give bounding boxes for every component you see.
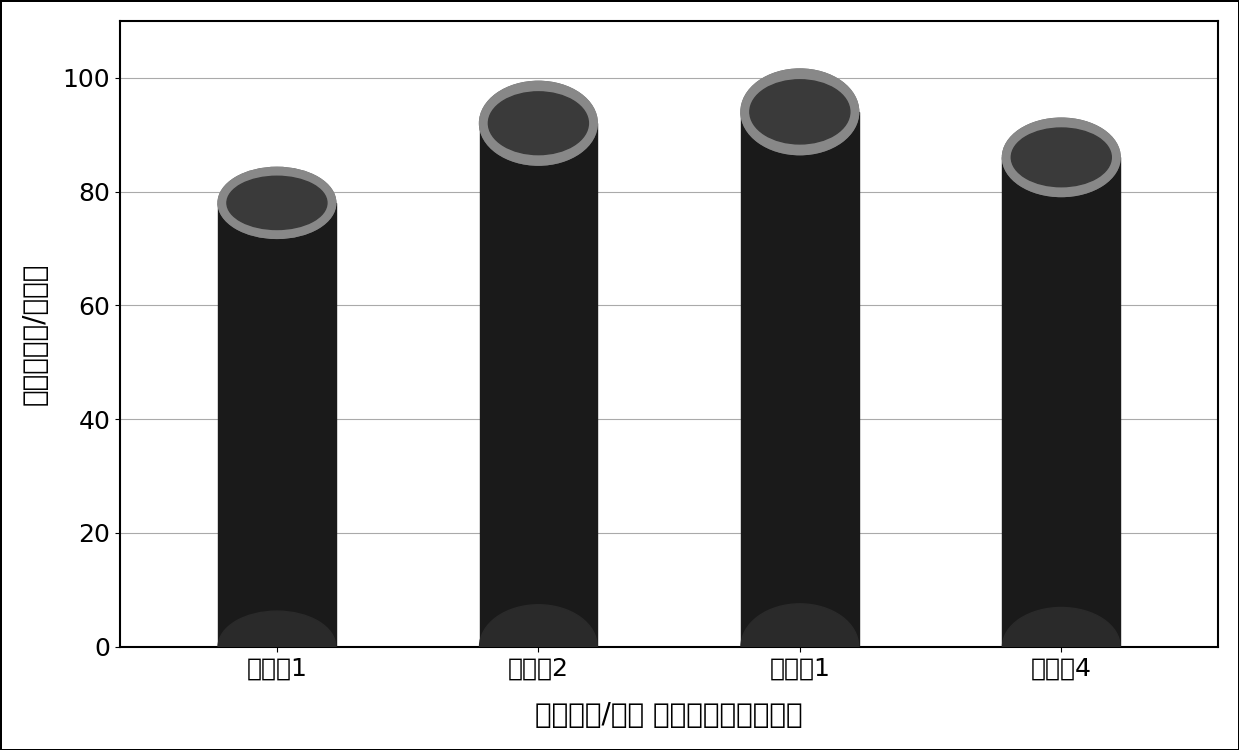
Ellipse shape [747, 78, 852, 146]
Ellipse shape [218, 167, 336, 238]
Ellipse shape [741, 69, 859, 154]
Ellipse shape [1009, 126, 1114, 189]
Bar [1002, 158, 1120, 646]
Ellipse shape [479, 81, 597, 165]
Ellipse shape [741, 604, 859, 689]
Bar [479, 123, 597, 646]
Ellipse shape [227, 176, 327, 230]
X-axis label: 电极电势/伏特 相对于饱和甘汞电极: 电极电势/伏特 相对于饱和甘汞电极 [535, 701, 803, 729]
Ellipse shape [224, 175, 330, 231]
Ellipse shape [486, 90, 591, 157]
Ellipse shape [488, 92, 589, 154]
Bar [218, 203, 336, 646]
Ellipse shape [1011, 128, 1111, 187]
Ellipse shape [218, 611, 336, 682]
Ellipse shape [1002, 118, 1120, 196]
Ellipse shape [1002, 118, 1120, 196]
Ellipse shape [750, 80, 850, 144]
Ellipse shape [218, 167, 336, 238]
Ellipse shape [479, 604, 597, 688]
Ellipse shape [1002, 608, 1120, 686]
Ellipse shape [741, 69, 859, 154]
Ellipse shape [479, 81, 597, 165]
Y-axis label: 法拉第效率/百分之: 法拉第效率/百分之 [21, 262, 48, 405]
Bar [741, 112, 859, 646]
